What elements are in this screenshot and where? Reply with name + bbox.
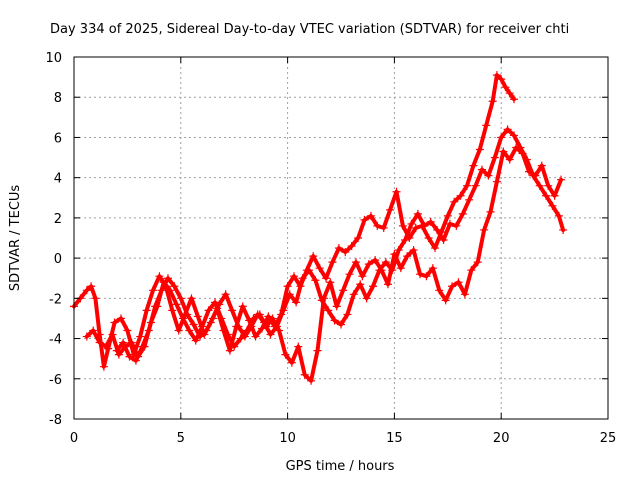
y-axis-ticks: -8 -6 -4 -2 0 2 4 6 8 10 [45, 51, 608, 428]
x-tick-label: 15 [386, 431, 403, 446]
y-tick-label: -8 [49, 413, 62, 428]
x-tick-label: 10 [279, 431, 296, 446]
data-series [72, 73, 566, 383]
x-axis-label: GPS time / hours [286, 459, 395, 474]
grid-lines [74, 57, 608, 419]
x-tick-label: 20 [493, 431, 510, 446]
chart-title: Day 334 of 2025, Sidereal Day-to-day VTE… [50, 22, 569, 37]
y-tick-label: -4 [49, 333, 62, 348]
x-tick-label: 0 [70, 431, 78, 446]
x-axis-ticks: 0 5 10 15 20 25 [70, 57, 616, 446]
y-axis-label: SDTVAR / TECUs [8, 185, 23, 292]
series-line-track-3 [114, 127, 566, 363]
x-tick-label: 25 [600, 431, 617, 446]
y-tick-label: 0 [54, 252, 62, 267]
series-line-track-1 [72, 73, 516, 369]
x-tick-label: 5 [177, 431, 185, 446]
y-tick-label: 10 [45, 51, 62, 66]
y-tick-label: 8 [54, 91, 62, 106]
plot-frame [73, 56, 609, 420]
series-line-track-2 [84, 145, 563, 383]
y-tick-label: -6 [49, 373, 62, 388]
y-tick-label: 4 [54, 172, 62, 187]
y-tick-label: 6 [54, 131, 62, 146]
y-tick-label: -2 [49, 292, 62, 307]
y-tick-label: 2 [54, 212, 62, 227]
